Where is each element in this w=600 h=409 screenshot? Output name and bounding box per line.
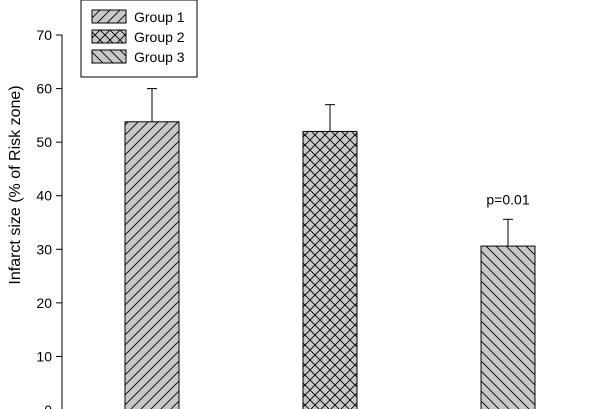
legend-swatch [91, 9, 127, 24]
y-tick-label: 50 [36, 134, 52, 150]
legend: Group 1 Group 2 Group 3 [80, 0, 198, 78]
y-tick-label: 30 [36, 241, 52, 257]
bar-group-2 [302, 130, 358, 409]
y-tick-label: 70 [36, 27, 52, 43]
bar-group-3 [480, 245, 536, 409]
y-tick-label: 20 [36, 295, 52, 311]
legend-swatch [91, 49, 127, 64]
y-tick-label: 0 [44, 402, 52, 409]
y-tick-label: 10 [36, 348, 52, 364]
y-tick-label: 40 [36, 188, 52, 204]
legend-swatch [91, 29, 127, 44]
p-value-annotation: p=0.01 [486, 191, 529, 207]
y-axis: 0 10 20 30 40 50 60 70 Infarct size (% of Risk z… [7, 27, 63, 409]
legend-label: Group 3 [134, 49, 185, 65]
bar-group-1 [124, 121, 180, 409]
y-tick-label: 60 [36, 81, 52, 97]
legend-label: Group 1 [134, 9, 185, 25]
bars: p=0.01 [124, 88, 536, 409]
y-axis-title: Infarct size (% of Risk zone) [7, 85, 24, 284]
legend-label: Group 2 [134, 29, 185, 45]
